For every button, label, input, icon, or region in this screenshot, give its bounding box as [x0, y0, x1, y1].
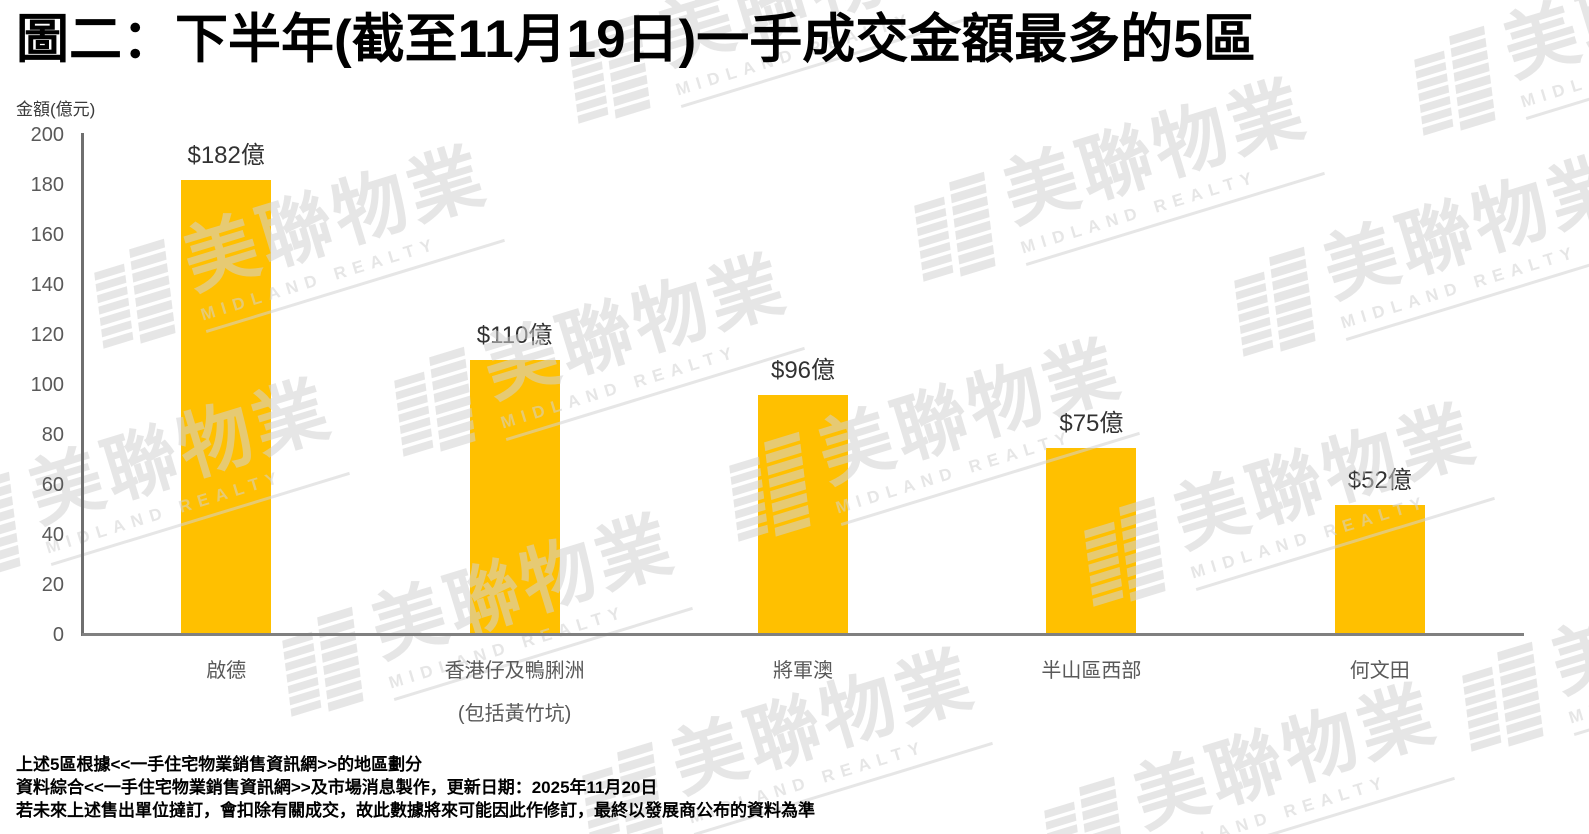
y-axis-ticks: 0 20 40 60 80 100 120 140 160 180 200 [0, 124, 64, 646]
footnote-line: 若未來上述售出單位撻訂，會扣除有關成交，故此數據將來可能因此作修訂，最終以發展商… [16, 801, 815, 820]
y-tick-label: 100 [30, 374, 64, 396]
y-tick-label: 180 [30, 174, 64, 196]
midland-building-icon [1462, 641, 1544, 752]
category-cell: 香港仔及鴨脷洲 (包括黃竹坑) [370, 659, 658, 726]
y-tick-label: 40 [41, 524, 64, 546]
chart-title: 圖二：下半年(截至11月19日)一手成交金額最多的5區 [16, 10, 1256, 69]
y-tick-label: 80 [41, 424, 64, 446]
watermark-en-text: MIDLAND REALTY [1566, 617, 1589, 736]
footnotes: 上述5區根據<<一手住宅物業銷售資訊網>>的地區劃分 資料綜合<<一手住宅物業銷… [16, 753, 815, 822]
bar [758, 395, 848, 635]
y-tick-label: 200 [30, 124, 64, 146]
watermark-cjk-text: 美聯物業 [1541, 536, 1589, 708]
y-axis-line [81, 133, 84, 636]
bar-value-label: $110億 [476, 322, 553, 349]
category-cell: 半山區西部 [947, 659, 1235, 683]
bar [1046, 447, 1137, 635]
y-axis-title: 金額(億元) [16, 100, 96, 119]
x-axis-line [82, 633, 1524, 636]
watermark-en-text: MIDLAND REALTY [1518, 1, 1589, 120]
category-label: 將軍澳 [772, 660, 833, 682]
y-tick-label: 20 [41, 574, 64, 596]
watermark-cjk-text: 美聯物業 [1123, 671, 1447, 834]
category-cell: 將軍澳 [659, 659, 947, 683]
y-tick-label: 0 [52, 624, 64, 646]
category-label: 何文田 [1349, 660, 1410, 682]
category-cell: 何文田 [1236, 659, 1524, 683]
category-label: 香港仔及鴨脷洲 [444, 660, 585, 682]
category-label: 啟德 [206, 660, 247, 682]
midland-building-icon [1414, 25, 1496, 136]
footnote-line: 上述5區根據<<一手住宅物業銷售資訊網>>的地區劃分 [16, 755, 423, 774]
y-tick-label: 140 [30, 274, 64, 296]
bar-value-label: $75億 [1059, 409, 1124, 437]
category-label: 半山區西部 [1041, 660, 1142, 682]
y-tick-label: 160 [30, 224, 64, 246]
bar-value-label: $52億 [1347, 467, 1412, 494]
footnote-line: 資料綜合<<一手住宅物業銷售資訊網>>及市場消息製作，更新日期：2025年11月… [16, 778, 658, 797]
midland-building-icon [1044, 776, 1122, 834]
bar [1334, 505, 1425, 635]
plot-area: $182億 $110億 $96億 $75億 $52億 [82, 135, 1524, 635]
category-cell: 啟德 [82, 659, 370, 683]
bar [469, 360, 560, 635]
y-tick-label: 60 [41, 474, 64, 496]
bar-value-label: $96億 [770, 357, 836, 384]
watermark-en-text: MIDLAND REALTY [1148, 752, 1455, 834]
bar-value-label: $182億 [187, 142, 265, 169]
category-sublabel: (包括黃竹坑) [457, 703, 572, 725]
bar [181, 180, 272, 635]
watermark-cjk-text: 美聯物業 [1493, 0, 1589, 92]
y-tick-label: 120 [30, 324, 64, 346]
